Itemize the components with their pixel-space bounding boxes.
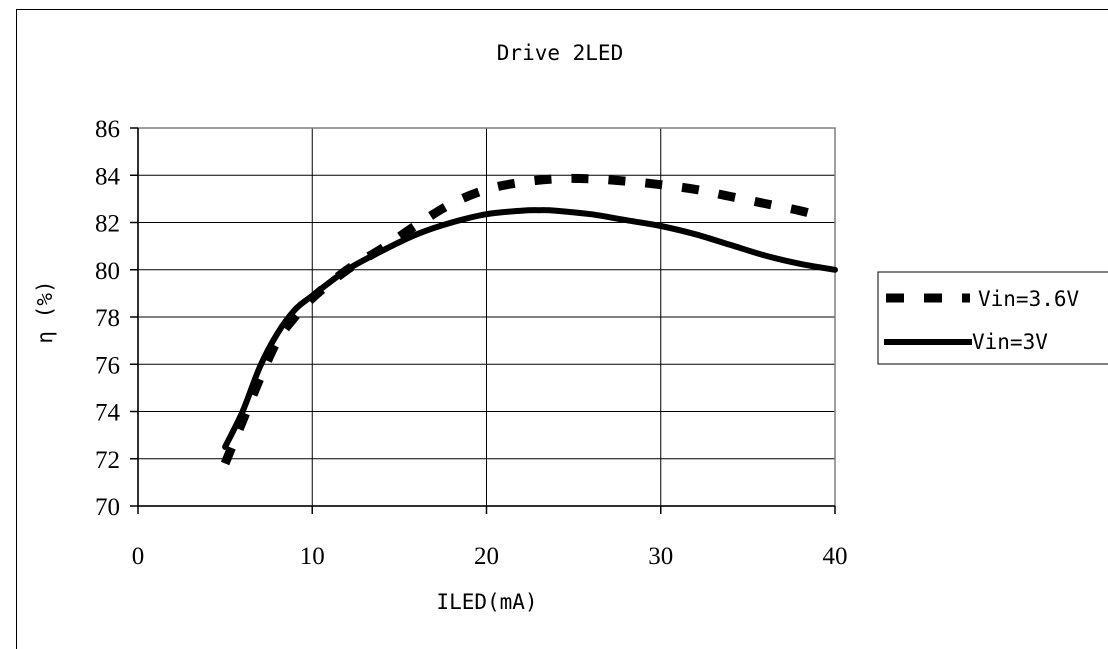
y-tick-label-74: 74 xyxy=(95,400,121,427)
series-line-vin-3v xyxy=(222,207,838,450)
legend: Vin=3.6V Vin=3V xyxy=(877,271,1108,365)
series-layer xyxy=(220,173,838,466)
x-tick-label-40: 40 xyxy=(823,543,848,570)
y-tick-label-82: 82 xyxy=(95,211,120,238)
legend-label-vin-3-6v: Vin=3.6V xyxy=(978,287,1080,311)
y-tick-label-78: 78 xyxy=(95,305,120,332)
y-tick-label-80: 80 xyxy=(95,258,120,285)
chart-frame xyxy=(16,9,1108,649)
legend-box xyxy=(877,271,1108,365)
legend-label-vin-3v: Vin=3V xyxy=(972,330,1048,354)
x-tick-label-10: 10 xyxy=(300,543,325,570)
y-tick-label-84: 84 xyxy=(95,163,121,190)
chart: 70 72 74 76 78 80 82 84 86 0 10 20 30 40 Drive 2LED I… xyxy=(33,41,1108,614)
x-tick-label-30: 30 xyxy=(648,543,673,570)
y-tick-label-86: 86 xyxy=(95,116,120,143)
axes xyxy=(130,127,836,514)
y-tick-label-72: 72 xyxy=(95,447,120,474)
gridlines xyxy=(138,128,835,506)
y-tick-label-70: 70 xyxy=(95,494,120,521)
y-axis-label: η (%) xyxy=(33,280,57,343)
x-tick-label-20: 20 xyxy=(474,543,499,570)
chart-title: Drive 2LED xyxy=(497,41,623,65)
y-tick-label-76: 76 xyxy=(95,352,120,379)
tick-labels: 70 72 74 76 78 80 82 84 86 0 10 20 30 40 xyxy=(95,116,848,570)
series-line-vin-3-6v xyxy=(220,173,819,466)
x-axis-label: ILED(mA) xyxy=(436,590,537,614)
x-tick-label-0: 0 xyxy=(132,543,145,570)
